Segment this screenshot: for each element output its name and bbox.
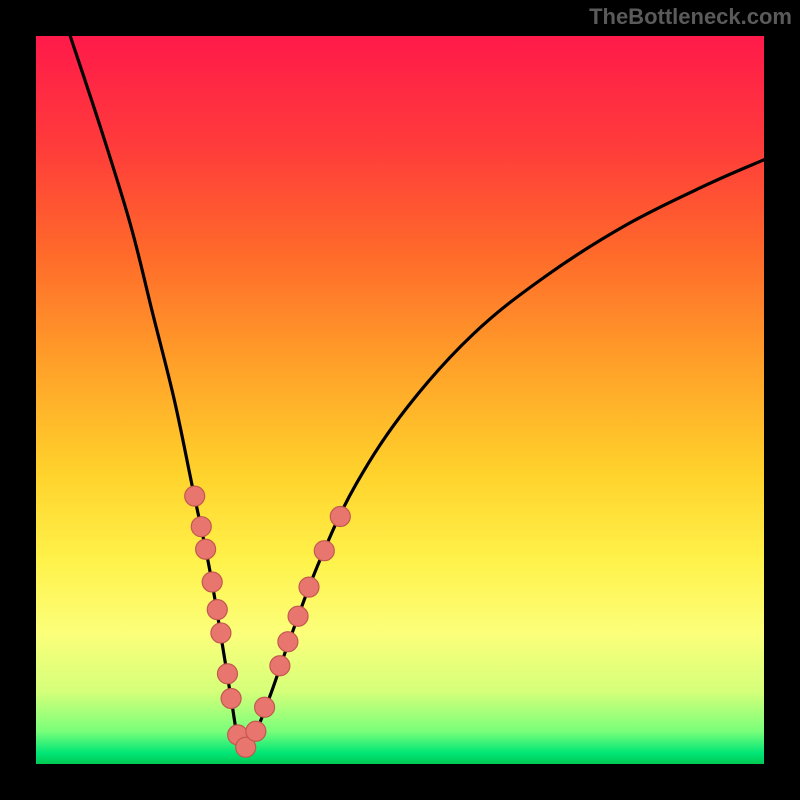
data-marker <box>207 600 227 620</box>
data-marker <box>314 541 334 561</box>
data-marker <box>278 632 298 652</box>
data-marker <box>255 697 275 717</box>
data-marker <box>211 623 231 643</box>
data-marker <box>299 577 319 597</box>
data-marker <box>196 539 216 559</box>
data-marker <box>191 517 211 537</box>
attribution-text: TheBottleneck.com <box>589 4 792 30</box>
v-curve-path <box>70 36 764 751</box>
chart-plot-area <box>36 36 764 764</box>
data-marker <box>185 486 205 506</box>
data-marker <box>288 606 308 626</box>
data-marker <box>221 688 241 708</box>
data-marker <box>246 721 266 741</box>
data-marker <box>217 664 237 684</box>
data-marker <box>270 656 290 676</box>
data-marker <box>202 572 222 592</box>
bottleneck-curve <box>36 36 764 764</box>
data-marker <box>330 506 350 526</box>
